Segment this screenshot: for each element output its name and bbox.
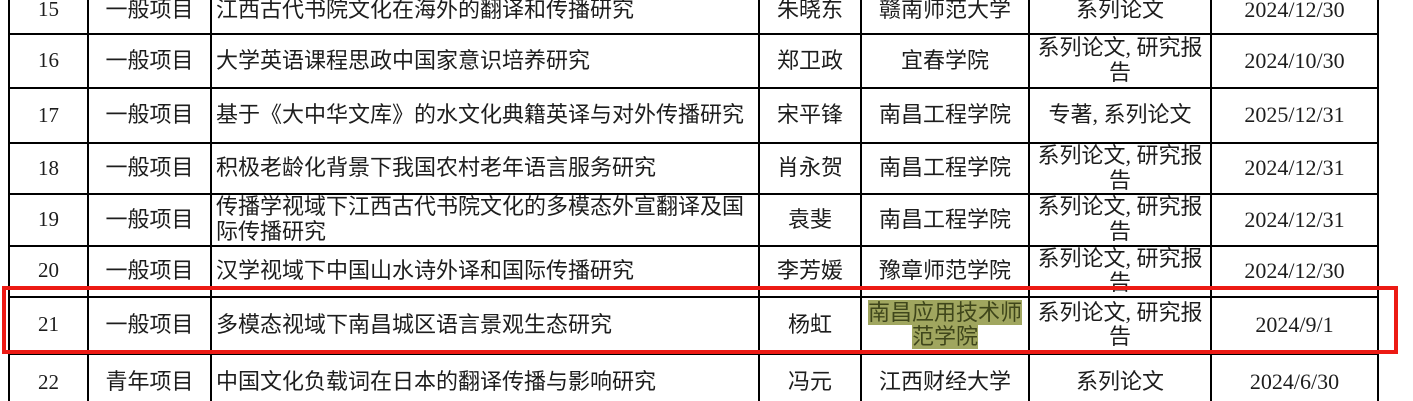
cell-project-type: 一般项目	[87, 193, 212, 247]
cell-leader-name: 郑卫政	[758, 33, 862, 89]
cell-leader-name: 袁斐	[758, 193, 862, 247]
cell-institution: 南昌工程学院	[860, 87, 1030, 144]
institution-text: 豫章师范学院	[878, 257, 1011, 283]
cell-outcome-type: 系列论文	[1028, 352, 1212, 401]
institution-text: 江西财经大学	[878, 369, 1011, 395]
cell-project-title: 积极老龄化背景下我国农村老年语言服务研究	[210, 141, 760, 196]
cell-institution: 豫章师范学院	[860, 244, 1030, 298]
institution-text: 南昌工程学院	[878, 206, 1011, 232]
cell-outcome-type: 系列论文, 研究报告	[1028, 295, 1212, 355]
cell-leader-name: 李芳媛	[758, 244, 862, 298]
institution-text: 赣南师范大学	[878, 0, 1011, 22]
table-row: 15 一般项目 江西古代书院文化在海外的翻译和传播研究 朱晓东 赣南师范大学 系…	[8, 0, 1379, 35]
institution-text: 南昌工程学院	[878, 155, 1011, 181]
cell-project-type: 一般项目	[87, 33, 212, 89]
table-row: 16 一般项目 大学英语课程思政中国家意识培养研究 郑卫政 宜春学院 系列论文,…	[8, 33, 1379, 89]
cell-institution: 南昌工程学院	[860, 141, 1030, 196]
cell-date: 2025/12/31	[1210, 87, 1379, 144]
cell-serial-number: 15	[8, 0, 89, 35]
cell-serial-number: 19	[8, 193, 89, 247]
cell-date: 2024/12/31	[1210, 193, 1379, 247]
cell-outcome-type: 专著, 系列论文	[1028, 87, 1212, 144]
cell-project-title: 中国文化负载词在日本的翻译传播与影响研究	[210, 352, 760, 401]
cell-date: 2024/6/30	[1210, 352, 1379, 401]
cell-institution: 赣南师范大学	[860, 0, 1030, 35]
institution-text: 宜春学院	[900, 47, 989, 73]
cell-leader-name: 肖永贺	[758, 141, 862, 196]
cell-serial-number: 22	[8, 352, 89, 401]
cell-date: 2024/12/30	[1210, 0, 1379, 35]
cell-project-title: 多模态视域下南昌城区语言景观生态研究	[210, 295, 760, 355]
cell-institution: 南昌应用技术师范学院	[860, 295, 1030, 355]
cell-outcome-type: 系列论文, 研究报告	[1028, 244, 1212, 298]
cell-leader-name: 杨虹	[758, 295, 862, 355]
cell-institution: 宜春学院	[860, 33, 1030, 89]
table-row: 17 一般项目 基于《大中华文库》的水文化典籍英译与对外传播研究 宋平锋 南昌工…	[8, 87, 1379, 144]
cell-outcome-type: 系列论文, 研究报告	[1028, 141, 1212, 196]
cell-leader-name: 宋平锋	[758, 87, 862, 144]
cell-leader-name: 朱晓东	[758, 0, 862, 35]
cell-project-title: 江西古代书院文化在海外的翻译和传播研究	[210, 0, 760, 35]
cell-date: 2024/10/30	[1210, 33, 1379, 89]
cell-project-type: 一般项目	[87, 141, 212, 196]
cell-project-type: 一般项目	[87, 295, 212, 355]
cell-outcome-type: 系列论文	[1028, 0, 1212, 35]
cell-project-title: 大学英语课程思政中国家意识培养研究	[210, 33, 760, 89]
cell-date: 2024/12/30	[1210, 244, 1379, 298]
cell-project-type: 青年项目	[87, 352, 212, 401]
cell-project-type: 一般项目	[87, 87, 212, 144]
cell-outcome-type: 系列论文, 研究报告	[1028, 33, 1212, 89]
table-row: 20 一般项目 汉学视域下中国山水诗外译和国际传播研究 李芳媛 豫章师范学院 系…	[8, 244, 1379, 298]
table-row: 22 青年项目 中国文化负载词在日本的翻译传播与影响研究 冯元 江西财经大学 系…	[8, 352, 1379, 401]
cell-institution: 江西财经大学	[860, 352, 1030, 401]
institution-text: 南昌工程学院	[878, 102, 1011, 128]
cell-outcome-type: 系列论文, 研究报告	[1028, 193, 1212, 247]
cell-date: 2024/12/31	[1210, 141, 1379, 196]
institution-text: 南昌应用技术师范学院	[867, 299, 1022, 350]
cell-serial-number: 16	[8, 33, 89, 89]
cell-project-title: 传播学视域下江西古代书院文化的多模态外宣翻译及国际传播研究	[210, 193, 760, 247]
cell-project-type: 一般项目	[87, 244, 212, 298]
cell-leader-name: 冯元	[758, 352, 862, 401]
table-row: 21 一般项目 多模态视域下南昌城区语言景观生态研究 杨虹 南昌应用技术师范学院…	[8, 295, 1379, 355]
table-row: 19 一般项目 传播学视域下江西古代书院文化的多模态外宣翻译及国际传播研究 袁斐…	[8, 193, 1379, 247]
cell-serial-number: 17	[8, 87, 89, 144]
cell-institution: 南昌工程学院	[860, 193, 1030, 247]
cell-project-title: 基于《大中华文库》的水文化典籍英译与对外传播研究	[210, 87, 760, 144]
table-row: 18 一般项目 积极老龄化背景下我国农村老年语言服务研究 肖永贺 南昌工程学院 …	[8, 141, 1379, 196]
cell-project-title: 汉学视域下中国山水诗外译和国际传播研究	[210, 244, 760, 298]
projects-table: 15 一般项目 江西古代书院文化在海外的翻译和传播研究 朱晓东 赣南师范大学 系…	[8, 0, 1379, 401]
cell-serial-number: 21	[8, 295, 89, 355]
cell-serial-number: 18	[8, 141, 89, 196]
cell-serial-number: 20	[8, 244, 89, 298]
cell-date: 2024/9/1	[1210, 295, 1379, 355]
cell-project-type: 一般项目	[87, 0, 212, 35]
